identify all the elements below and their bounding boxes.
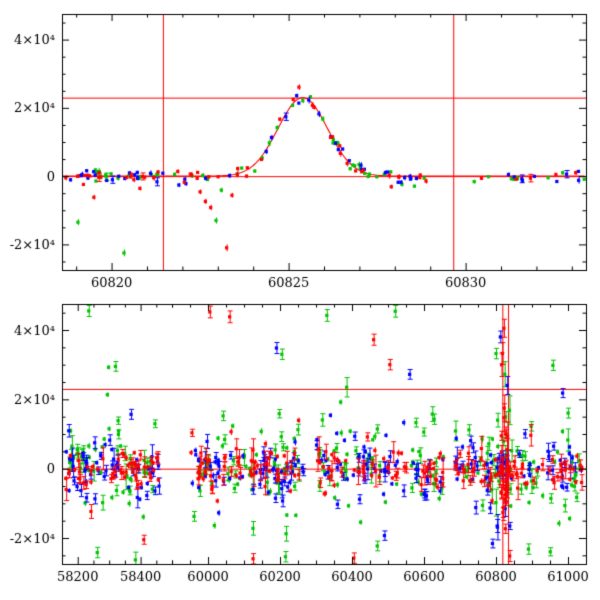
two-panel-light-curve-figure xyxy=(0,0,600,600)
light-curve-canvas xyxy=(0,0,600,600)
